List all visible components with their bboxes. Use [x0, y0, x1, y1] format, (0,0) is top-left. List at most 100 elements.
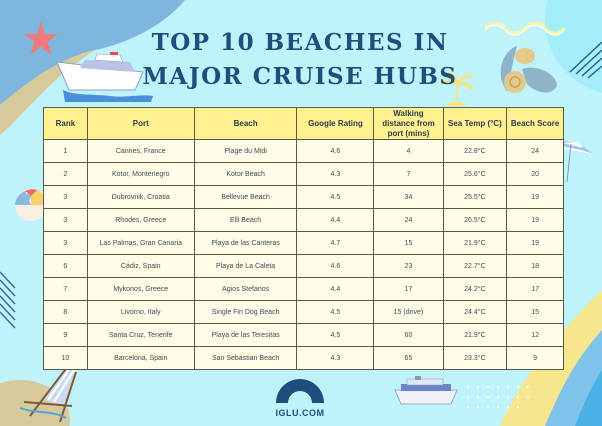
cell-beach: Elli Beach: [193, 208, 298, 232]
cell-beach: Agios Stefanos: [193, 277, 298, 301]
cell-beach: San Sebastian Beach: [193, 346, 298, 370]
cell-port: Santa Cruz, Tenerife: [86, 323, 195, 347]
cell-score: 19: [506, 208, 564, 232]
cell-walk: 65: [373, 346, 444, 370]
cell-port: Cannes, France: [86, 139, 195, 163]
cell-score: 18: [506, 254, 564, 278]
cell-score: 24: [506, 139, 564, 163]
cell-temp: 21.9°C: [442, 231, 508, 255]
cell-rating: 4.5: [296, 185, 375, 209]
cell-rating: 4.5: [296, 300, 375, 324]
cell-score: 9: [506, 346, 564, 370]
page-title: TOP 10 BEACHES IN MAJOR CRUISE HUBS: [130, 26, 470, 94]
cell-temp: 24.2°C: [442, 277, 508, 301]
cell-beach: Playa de las Teresitas: [193, 323, 298, 347]
cell-port: Dubrovnik, Croatia: [86, 185, 195, 209]
cell-rank: 1: [43, 139, 88, 163]
palm-tree-icon: [440, 72, 474, 106]
header-beach: Beach: [193, 107, 298, 140]
header-walking-distance: Walking distance from port (mins): [373, 107, 444, 140]
cell-temp: 22.7°C: [442, 254, 508, 278]
beach-ball-icon: [15, 189, 47, 221]
cell-score: 20: [506, 162, 564, 186]
header-sea-temp: Sea Temp (°C): [442, 107, 508, 140]
cell-score: 19: [506, 231, 564, 255]
table-row: 7 Mykonos, Greece Agios Stefanos 4.4 17 …: [43, 277, 564, 301]
cell-walk: 4: [373, 139, 444, 163]
cell-walk: 34: [373, 185, 444, 209]
table-row: 10 Barcelona, Spain San Sebastian Beach …: [43, 346, 564, 370]
cell-port: Las Palmas, Gran Canaria: [86, 231, 195, 255]
cell-rank: 2: [43, 162, 88, 186]
cell-walk: 15: [373, 231, 444, 255]
cell-rank: 6: [43, 254, 88, 278]
logo-text: IGLU.COM: [275, 408, 325, 418]
cell-port: Cádiz, Spain: [86, 254, 195, 278]
table-row: 3 Dubrovnik, Croatia Bellevue Beach 4.5 …: [43, 185, 564, 209]
starfish-icon: [23, 20, 59, 56]
cell-beach: Single Fin Dog Beach: [193, 300, 298, 324]
cell-temp: 22.8°C: [442, 139, 508, 163]
cell-beach: Kotor Beach: [193, 162, 298, 186]
header-port: Port: [86, 107, 195, 140]
table-header-row: Rank Port Beach Google Rating Walking di…: [43, 107, 564, 140]
table-row: 2 Kotor, Montenegro Kotor Beach 4.3 7 25…: [43, 162, 564, 186]
cell-rating: 4.7: [296, 231, 375, 255]
cell-port: Rhodes, Greece: [86, 208, 195, 232]
cell-rating: 4.6: [296, 254, 375, 278]
cell-rating: 4.3: [296, 162, 375, 186]
cell-walk: 23: [373, 254, 444, 278]
cell-walk: 17: [373, 277, 444, 301]
cell-walk: 24: [373, 208, 444, 232]
cell-rating: 4.5: [296, 323, 375, 347]
table-row: 9 Santa Cruz, Tenerife Playa de las Tere…: [43, 323, 564, 347]
beaches-table: Rank Port Beach Google Rating Walking di…: [43, 107, 564, 370]
cell-score: 17: [506, 277, 564, 301]
cell-beach: Playa de La Caleta: [193, 254, 298, 278]
cell-rank: 9: [43, 323, 88, 347]
seashells-icon: [500, 46, 557, 93]
wave-squiggle-icon: [484, 21, 566, 36]
cell-walk: 7: [373, 162, 444, 186]
cell-rank: 10: [43, 346, 88, 370]
iglu-logo: IGLU.COM: [270, 377, 330, 418]
deck-chair-icon: [19, 365, 77, 423]
cell-rank: 8: [43, 300, 88, 324]
cell-score: 15: [506, 300, 564, 324]
title-line-1: TOP 10 BEACHES IN: [151, 29, 449, 56]
header-google-rating: Google Rating: [296, 107, 375, 140]
cell-rating: 4.4: [296, 277, 375, 301]
cell-beach: Plage du Midi: [193, 139, 298, 163]
cell-port: Mykonos, Greece: [86, 277, 195, 301]
cell-temp: 25.5°C: [442, 185, 508, 209]
cell-walk: 60: [373, 323, 444, 347]
cell-rank: 7: [43, 277, 88, 301]
header-beach-score: Beach Score: [506, 107, 564, 140]
cell-temp: 24.4°C: [442, 300, 508, 324]
cell-rank: 3: [43, 185, 88, 209]
cell-temp: 21.9°C: [442, 323, 508, 347]
cell-port: Barcelona, Spain: [86, 346, 195, 370]
table-row: 6 Cádiz, Spain Playa de La Caleta 4.6 23…: [43, 254, 564, 278]
cell-beach: Playa de las Canteras: [193, 231, 298, 255]
cell-score: 19: [506, 185, 564, 209]
table-row: 8 Livorno, Italy Single Fin Dog Beach 4.…: [43, 300, 564, 324]
cell-rating: 4.4: [296, 208, 375, 232]
table-row: 3 Las Palmas, Gran Canaria Playa de las …: [43, 231, 564, 255]
table-row: 3 Rhodes, Greece Elli Beach 4.4 24 26.5°…: [43, 208, 564, 232]
cell-port: Livorno, Italy: [86, 300, 195, 324]
cruise-liner-icon: [394, 376, 458, 405]
cruise-ship-icon: [56, 52, 153, 102]
cell-rating: 4.3: [296, 346, 375, 370]
cell-port: Kotor, Montenegro: [86, 162, 195, 186]
cell-temp: 25.6°C: [442, 162, 508, 186]
title-line-2: MAJOR CRUISE HUBS: [142, 63, 458, 90]
cell-rank: 3: [43, 231, 88, 255]
header-rank: Rank: [43, 107, 88, 140]
iglu-dome-icon: [276, 379, 324, 403]
cell-beach: Bellevue Beach: [193, 185, 298, 209]
cell-temp: 26.5°C: [442, 208, 508, 232]
cell-score: 12: [506, 323, 564, 347]
table-row: 1 Cannes, France Plage du Midi 4.6 4 22.…: [43, 139, 564, 163]
cell-walk: 15 (drive): [373, 300, 444, 324]
